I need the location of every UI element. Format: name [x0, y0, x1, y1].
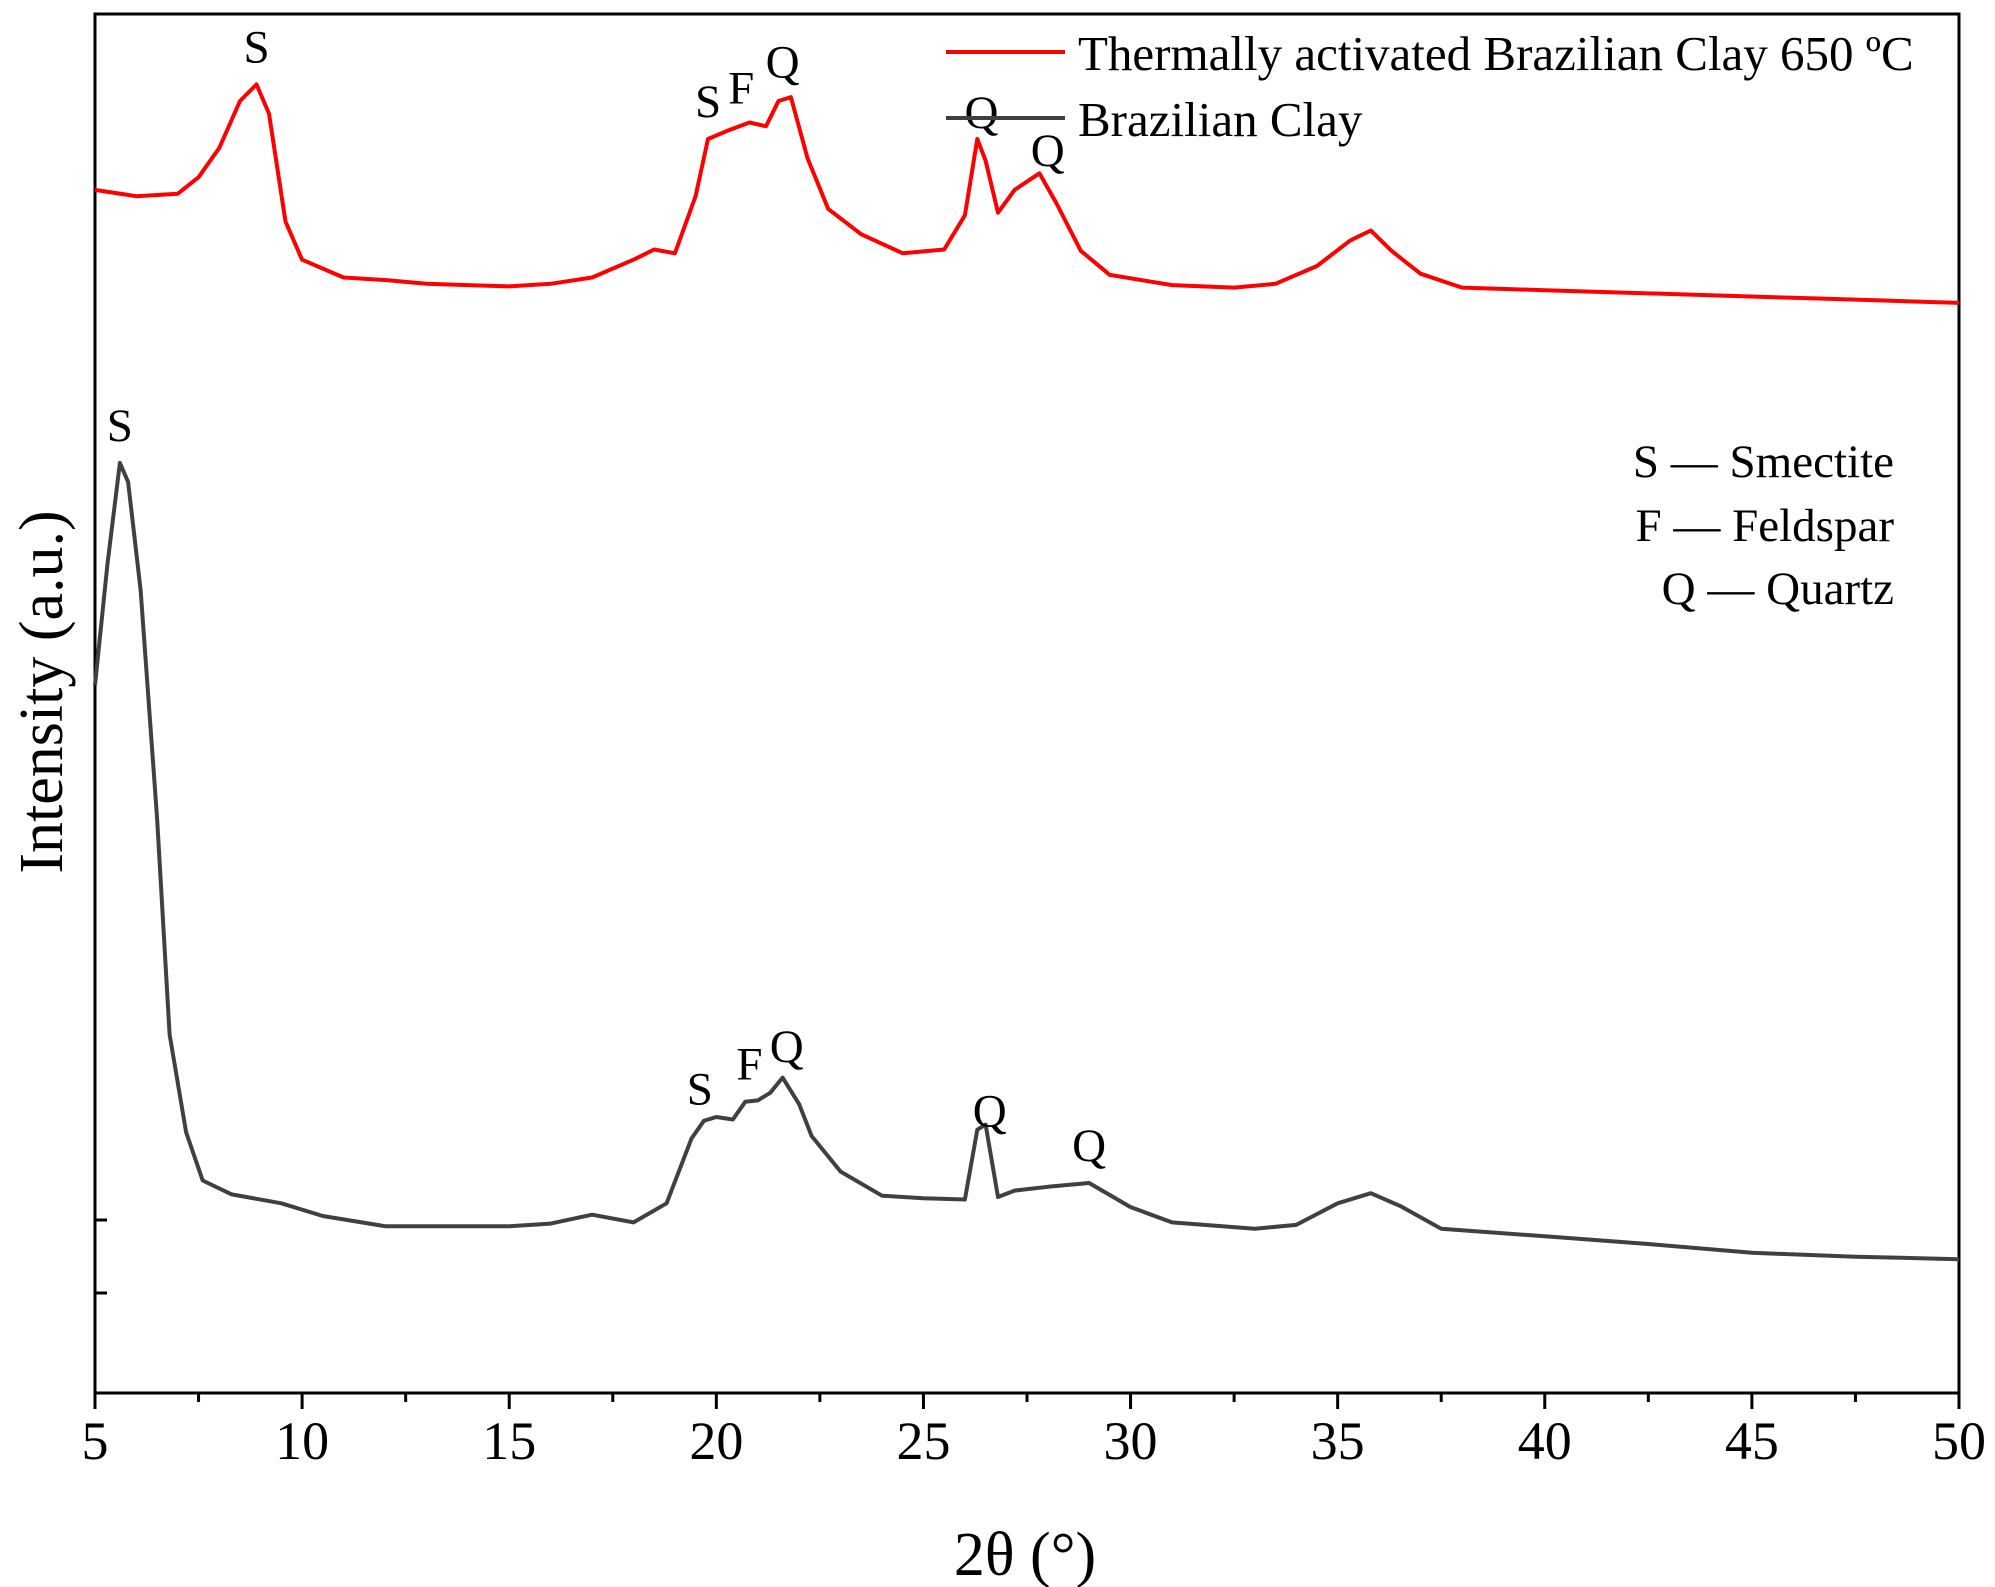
- x-tick-label: 50: [1932, 1411, 1986, 1471]
- peak-label: Q: [1031, 125, 1065, 177]
- legend: Thermally activated Brazilian Clay 650 º…: [946, 26, 1914, 147]
- peak-label: S: [687, 1064, 713, 1116]
- legend-label-thermally-activated: Thermally activated Brazilian Clay 650 º…: [1078, 26, 1914, 81]
- x-tick-label: 30: [1104, 1411, 1158, 1471]
- x-axis-ticks: [93, 1218, 1961, 1409]
- y-axis-title: Intensity (a.u.): [8, 510, 76, 873]
- plot-frame: [93, 12, 1961, 1395]
- peak-label: F: [728, 63, 754, 115]
- series-layer: [93, 82, 1960, 1262]
- peak-label: F: [736, 1038, 762, 1090]
- peak-label: Q: [973, 1086, 1007, 1138]
- x-tick-label: 15: [482, 1411, 536, 1471]
- x-tick-label: 20: [689, 1411, 743, 1471]
- phase-key-smectite: S — Smectite: [1633, 436, 1894, 488]
- peak-label: Q: [964, 87, 998, 139]
- legend-label-brazilian-clay: Brazilian Clay: [1078, 92, 1363, 147]
- phase-key: S — Smectite F — Feldspar Q — Quartz: [1633, 436, 1894, 615]
- peak-label: Q: [1072, 1120, 1106, 1172]
- x-tick-label: 25: [896, 1411, 950, 1471]
- peak-label: S: [243, 21, 269, 73]
- x-axis-tick-labels: 5 10 15 20 25 30 35 40 45 50: [82, 1411, 1987, 1471]
- peak-label: S: [695, 76, 721, 128]
- peak-label: S: [107, 400, 133, 452]
- x-axis-title: 2θ (°): [954, 1521, 1096, 1587]
- peak-label: Q: [770, 1021, 804, 1073]
- x-tick-label: 5: [82, 1411, 109, 1471]
- series-line-1: [93, 460, 1960, 1262]
- x-tick-label: 40: [1518, 1411, 1572, 1471]
- phase-key-quartz: Q — Quartz: [1662, 563, 1894, 615]
- series-line-0: [94, 82, 1960, 305]
- phase-key-feldspar: F — Feldspar: [1635, 500, 1894, 552]
- x-tick-label: 10: [275, 1411, 329, 1471]
- peak-label: Q: [766, 37, 800, 89]
- x-tick-label: 35: [1311, 1411, 1365, 1471]
- x-tick-label: 45: [1725, 1411, 1779, 1471]
